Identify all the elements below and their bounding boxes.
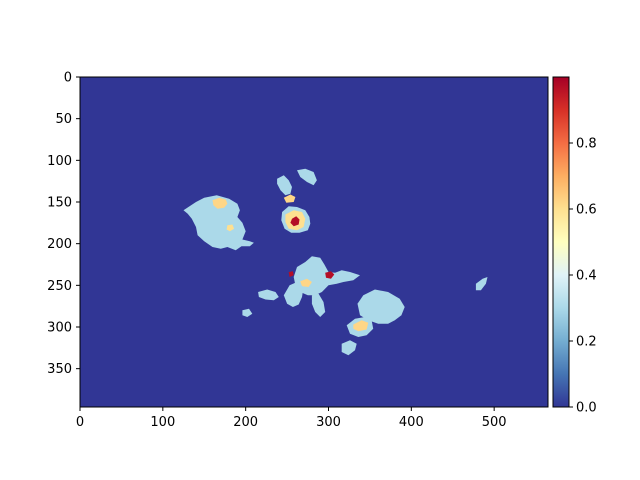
y-tick-label: 0 xyxy=(64,71,72,86)
heatmap-region-southeast-warm xyxy=(353,320,369,332)
heatmap-plot xyxy=(79,76,549,408)
x-tick-label: 500 xyxy=(482,415,507,430)
heatmap-region-north-strand xyxy=(277,175,292,196)
x-tick-label: 100 xyxy=(150,415,175,430)
heatmap-region-east-blob xyxy=(357,289,405,324)
heatmap-region-north-central-top xyxy=(283,194,296,203)
heatmap-regions xyxy=(183,168,488,356)
y-tick-label: 100 xyxy=(47,154,72,169)
heatmap-region-west-hot-2 xyxy=(226,224,235,232)
x-tick-label: 400 xyxy=(399,415,424,430)
heatmap-background xyxy=(80,77,548,407)
x-axis: 0 100 200 300 400 500 xyxy=(76,407,507,430)
heatmap-region-south-left-blob xyxy=(283,282,304,307)
y-tick-label: 200 xyxy=(47,237,72,252)
y-tick-label: 300 xyxy=(47,321,72,336)
heatmap-region-center-warm xyxy=(300,278,312,287)
plot-frame xyxy=(79,76,549,408)
colorbar-tick-label: 0.0 xyxy=(576,401,597,416)
y-tick-label: 250 xyxy=(47,279,72,294)
x-tick-label: 0 xyxy=(76,415,84,430)
colorbar-fill xyxy=(553,77,569,407)
heatmap-region-center-hot-2 xyxy=(288,271,294,277)
heatmap-region-south-strand xyxy=(311,293,326,317)
y-tick-label: 150 xyxy=(47,196,72,211)
heatmap-region-southeast-tail xyxy=(341,340,357,356)
heatmap-region-south-left-drop xyxy=(242,308,253,317)
heatmap-region-center-hot-1 xyxy=(325,271,335,279)
heatmap-region-south-left-wing xyxy=(258,289,279,301)
y-tick-label: 50 xyxy=(55,112,72,127)
heatmap-region-far-east-speck xyxy=(475,277,488,291)
heatmap-region-north-central-hot xyxy=(290,216,300,227)
x-tick-label: 200 xyxy=(233,415,258,430)
heatmap-region-west-cluster xyxy=(183,195,254,251)
heatmap-region-west-hot-1 xyxy=(212,197,228,209)
x-tick-label: 300 xyxy=(316,415,341,430)
heatmap-region-north-tail xyxy=(297,168,317,186)
colorbar-tick-label: 0.6 xyxy=(576,203,597,218)
colorbar-tick-label: 0.2 xyxy=(576,335,597,350)
colorbar-axis: 0.0 0.2 0.4 0.6 0.8 xyxy=(569,137,597,416)
colorbar-tick-label: 0.8 xyxy=(576,137,597,152)
colorbar: 0.0 0.2 0.4 0.6 0.8 xyxy=(552,76,597,416)
colorbar-tick-label: 0.4 xyxy=(576,269,597,284)
colorbar-frame xyxy=(552,76,570,408)
y-tick-label: 350 xyxy=(47,362,72,377)
y-axis: 0 50 100 150 200 250 300 350 xyxy=(47,71,80,377)
